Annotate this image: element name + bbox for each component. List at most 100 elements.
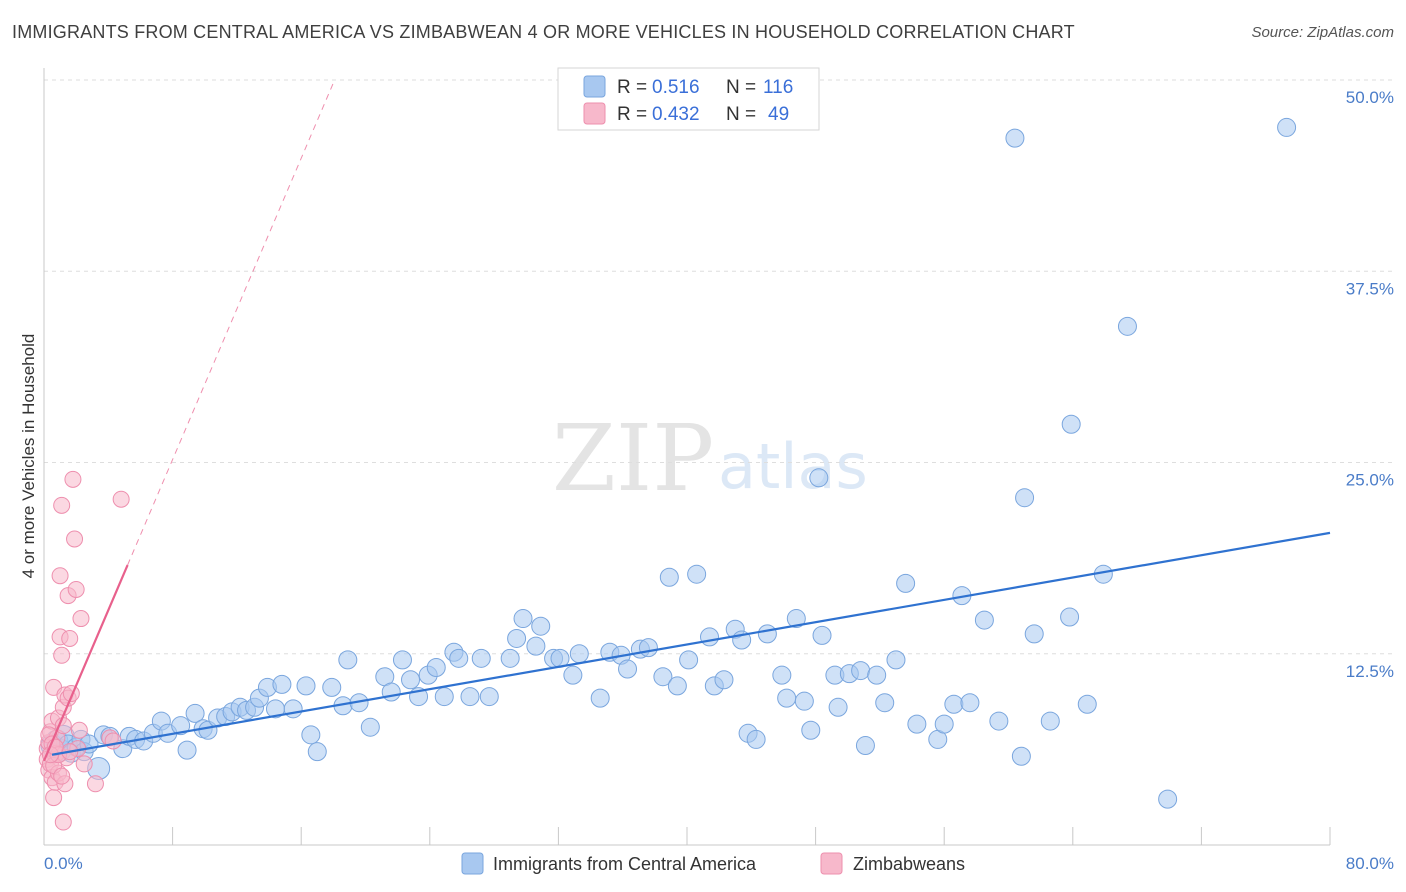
x-tick-label-max: 80.0%	[1346, 854, 1394, 873]
legend-r-label-pink: R =	[617, 104, 647, 125]
legend-n-label-blue: N =	[726, 77, 756, 98]
y-axis-tick-labels: 12.5% 25.0% 37.5% 50.0%	[1346, 88, 1394, 681]
data-point-central-america	[177, 740, 197, 760]
data-point-central-america	[1158, 789, 1178, 809]
data-point-central-america	[507, 628, 527, 648]
series-legend: Immigrants from Central America Zimbabwe…	[461, 852, 965, 875]
data-point-central-america	[812, 625, 832, 645]
data-point-central-america	[392, 650, 412, 670]
data-point-central-america	[500, 648, 520, 668]
data-point-zimbabwean	[64, 470, 82, 488]
x-axis-ticks	[172, 827, 1331, 845]
data-point-central-america	[1077, 694, 1097, 714]
data-point-central-america	[934, 714, 954, 734]
data-point-zimbabwean	[104, 732, 122, 750]
data-point-central-america	[1011, 746, 1031, 766]
data-point-zimbabwean	[53, 496, 71, 514]
legend-r-value-pink: 0.432	[652, 104, 700, 125]
data-point-central-america	[886, 650, 906, 670]
data-point-central-america	[283, 699, 303, 719]
data-point-zimbabwean	[53, 646, 71, 664]
data-point-central-america	[801, 720, 821, 740]
data-point-central-america	[700, 627, 720, 647]
watermark: ZIP atlas	[552, 405, 868, 512]
legend-r-value-blue: 0.516	[652, 77, 700, 98]
data-point-central-america	[1060, 607, 1080, 627]
data-point-central-america	[653, 667, 673, 687]
source-attribution: Source: ZipAtlas.com	[1251, 24, 1394, 41]
trend-line-central-america	[51, 531, 1331, 756]
data-point-central-america	[322, 677, 342, 697]
data-point-central-america	[794, 691, 814, 711]
legend-n-value-blue: 116	[763, 77, 793, 98]
data-point-central-america	[960, 693, 980, 713]
data-point-zimbabwean	[53, 767, 71, 785]
x-tick-label-min: 0.0%	[44, 854, 83, 873]
data-point-central-america	[513, 609, 533, 629]
data-point-central-america	[381, 682, 401, 702]
data-point-central-america	[667, 676, 687, 696]
legend-swatch-blue	[583, 75, 606, 98]
data-point-central-america	[679, 650, 699, 670]
data-point-central-america	[687, 564, 707, 584]
bottom-legend-label-blue: Immigrants from Central America	[493, 854, 757, 874]
chart-title: IMMIGRANTS FROM CENTRAL AMERICA VS ZIMBA…	[12, 22, 1075, 42]
trend-lines	[42, 79, 1331, 762]
data-point-central-america	[1040, 711, 1060, 731]
data-point-central-america	[569, 644, 589, 664]
data-point-central-america	[618, 659, 638, 679]
data-point-zimbabwean	[66, 530, 84, 548]
data-point-central-america	[479, 687, 499, 707]
data-point-central-america	[449, 648, 469, 668]
data-point-central-america	[434, 687, 454, 707]
data-point-central-america	[828, 697, 848, 717]
data-point-central-america	[907, 714, 927, 734]
bottom-legend-swatch-blue	[461, 852, 484, 875]
y-axis-label: 4 or more Vehicles in Household	[19, 334, 38, 579]
data-point-zimbabwean	[70, 721, 88, 739]
data-point-central-america	[659, 567, 679, 587]
data-point-zimbabwean	[51, 567, 69, 585]
data-point-central-america	[1024, 624, 1044, 644]
data-point-central-america	[1061, 414, 1081, 434]
series-zimbabweans	[38, 470, 130, 831]
data-point-central-america	[944, 694, 964, 714]
data-point-central-america	[471, 648, 491, 668]
data-point-zimbabwean	[86, 775, 104, 793]
data-point-central-america	[746, 729, 766, 749]
data-point-central-america	[855, 736, 875, 756]
data-point-central-america	[531, 616, 551, 636]
data-point-zimbabwean	[61, 629, 79, 647]
bottom-legend-label-pink: Zimbabweans	[853, 854, 965, 874]
data-point-central-america	[757, 624, 777, 644]
data-point-central-america	[296, 676, 316, 696]
bottom-legend-swatch-pink	[820, 852, 843, 875]
data-point-central-america	[590, 688, 610, 708]
data-point-central-america	[171, 716, 191, 736]
watermark-atlas: atlas	[718, 430, 868, 503]
legend-n-value-pink: 49	[768, 104, 789, 125]
data-point-central-america	[1277, 117, 1297, 137]
data-point-central-america	[401, 670, 421, 690]
data-point-central-america	[638, 638, 658, 658]
data-point-central-america	[786, 609, 806, 629]
data-point-central-america	[272, 674, 292, 694]
data-point-zimbabwean	[54, 813, 72, 831]
legend-r-label-blue: R =	[617, 77, 647, 98]
correlation-legend: R = 0.516 N = 116 R = 0.432 N = 49	[557, 67, 820, 131]
y-tick-label: 50.0%	[1346, 88, 1394, 107]
data-point-central-america	[851, 661, 871, 681]
data-point-zimbabwean	[67, 580, 85, 598]
data-point-central-america	[360, 717, 380, 737]
data-point-central-america	[526, 636, 546, 656]
data-point-central-america	[301, 725, 321, 745]
data-point-central-america	[772, 665, 792, 685]
trend-line-zimbabweans	[42, 564, 129, 762]
data-point-central-america	[563, 665, 583, 685]
data-point-zimbabwean	[45, 789, 63, 807]
trend-extension-zimbabweans	[127, 79, 336, 566]
data-point-central-america	[185, 703, 205, 723]
data-point-central-america	[896, 573, 916, 593]
data-point-central-america	[1015, 488, 1035, 508]
y-tick-label: 25.0%	[1346, 471, 1394, 490]
